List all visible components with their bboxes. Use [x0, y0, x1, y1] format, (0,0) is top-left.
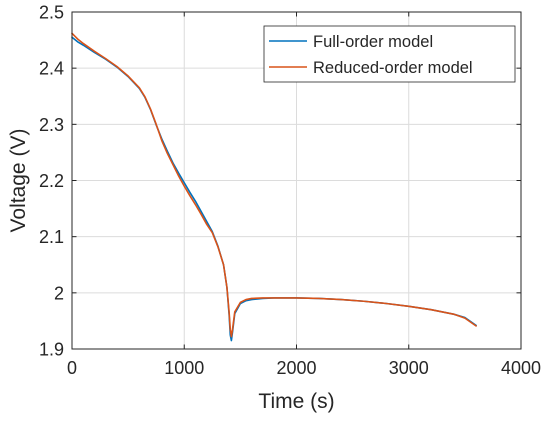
- y-tick-label: 2.4: [39, 59, 64, 79]
- plot-lines: [71, 32, 477, 342]
- tick-labels: 0 1000 2000 3000 4000 1.9 2 2.1 2.2 2.3 2.4 2.5: [39, 3, 541, 379]
- legend-box: [263, 25, 516, 83]
- axis-ticks: [71, 11, 522, 350]
- y-tick-label: 2.2: [39, 171, 64, 191]
- x-tick-label: 3000: [389, 358, 429, 378]
- legend-label-reduced-order: Reduced-order model: [313, 59, 473, 77]
- series-line-full-order: [71, 36, 477, 342]
- y-axis-title: Voltage (V): [7, 129, 30, 233]
- x-tick-label: 4000: [501, 358, 541, 378]
- x-tick-label: 0: [67, 358, 77, 378]
- y-tick-label: 2.3: [39, 115, 64, 135]
- y-tick-label: 2.1: [39, 227, 64, 247]
- y-tick-label: 1.9: [39, 340, 64, 360]
- series-line-reduced-order: [71, 32, 477, 338]
- legend-label-full-order: Full-order model: [313, 33, 433, 51]
- x-axis-title: Time (s): [258, 390, 334, 413]
- y-tick-label: 2.5: [39, 3, 64, 23]
- y-tick-label: 2: [54, 283, 64, 303]
- x-tick-label: 2000: [276, 358, 316, 378]
- x-tick-label: 1000: [164, 358, 204, 378]
- legend: Full-order model Reduced-order model: [263, 25, 516, 83]
